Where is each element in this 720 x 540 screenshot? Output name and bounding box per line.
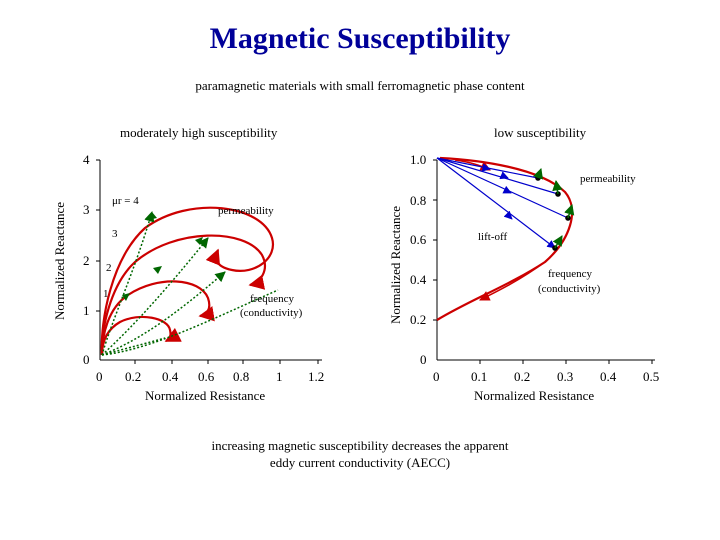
right-green-arrow-4 bbox=[533, 168, 543, 180]
curve-label-mu4: μr = 4 bbox=[112, 195, 139, 207]
right-x-tick-0: 0 bbox=[433, 369, 440, 384]
right-green-arrows bbox=[533, 168, 575, 249]
curve-mu3 bbox=[100, 234, 266, 356]
right-panel-heading: low susceptibility bbox=[494, 125, 587, 140]
right-green-arrow-1 bbox=[552, 235, 563, 249]
liftoff-arrow-3 bbox=[499, 171, 509, 180]
green-dotted-arrow-4 bbox=[101, 337, 166, 356]
left-permeability-label: permeability bbox=[218, 205, 274, 217]
left-y-tick-1: 1 bbox=[83, 303, 90, 318]
green-dotted-arrow-1 bbox=[101, 210, 155, 356]
green-arrow-head-1 bbox=[148, 212, 157, 220]
left-curves bbox=[100, 206, 275, 356]
left-y-tick-3: 3 bbox=[83, 202, 90, 217]
green-arrow-head-3 bbox=[153, 266, 162, 274]
left-frequency-label: frequency bbox=[250, 293, 294, 305]
left-green-solid-arrows bbox=[122, 212, 203, 301]
left-y-axis-label: Normalized Reactance bbox=[52, 201, 67, 320]
green-arrow-head-2 bbox=[195, 237, 203, 245]
curve-label-mu1: 1 bbox=[103, 288, 109, 300]
right-green-arrow-3 bbox=[552, 179, 563, 195]
right-frequency-label: frequency bbox=[548, 268, 592, 280]
right-x-axis-label: Normalized Resistance bbox=[474, 388, 595, 403]
right-frequency-arrow bbox=[479, 261, 546, 301]
left-panel-heading: moderately high susceptibility bbox=[120, 125, 278, 140]
slide-title: Magnetic Susceptibility bbox=[209, 22, 511, 55]
right-y-tick-0: 0 bbox=[420, 352, 427, 367]
liftoff-arrow-1 bbox=[503, 210, 513, 220]
green-dotted-arrow-3 bbox=[101, 271, 226, 356]
left-x-tick-6: 1.2 bbox=[308, 369, 325, 384]
right-y-tick-3: 0.6 bbox=[410, 232, 427, 247]
curve-mu1 bbox=[100, 315, 182, 356]
curve-label-mu2: 2 bbox=[106, 262, 112, 274]
bottom-caption: increasing magnetic susceptibility decre… bbox=[211, 438, 509, 470]
right-x-tick-2: 0.2 bbox=[514, 369, 531, 384]
right-y-axis-label: Normalized Reactance bbox=[388, 205, 403, 324]
right-permeability-label: permeability bbox=[580, 173, 636, 185]
right-y-tick-2: 0.4 bbox=[410, 272, 427, 287]
left-x-tick-4: 0.8 bbox=[233, 369, 250, 384]
right-conductivity-label: (conductivity) bbox=[538, 283, 601, 295]
liftoff-line-2 bbox=[436, 157, 569, 219]
liftoff-arrow-2 bbox=[502, 185, 512, 194]
curve-label-mu3: 3 bbox=[112, 228, 118, 240]
right-liftoff-label: lift-off bbox=[478, 231, 508, 243]
right-x-tick-1: 0.1 bbox=[471, 369, 488, 384]
left-x-tick-0: 0 bbox=[96, 369, 103, 384]
left-y-tick-0: 0 bbox=[83, 352, 90, 367]
left-conductivity-label: (conductivity) bbox=[240, 307, 303, 319]
left-x-tick-3: 0.6 bbox=[198, 369, 215, 384]
right-axes bbox=[433, 159, 655, 364]
left-x-tick-5: 1 bbox=[276, 369, 283, 384]
liftoff-arrow-4 bbox=[481, 163, 491, 172]
green-dotted-arrow-2 bbox=[101, 237, 209, 356]
right-x-tick-4: 0.4 bbox=[600, 369, 617, 384]
green-dotted-arrow-5 bbox=[101, 289, 279, 356]
liftoff-line-3 bbox=[436, 157, 559, 195]
liftoff-line-1 bbox=[436, 157, 556, 249]
left-axes bbox=[96, 159, 322, 364]
right-liftoff-lines bbox=[436, 157, 569, 249]
right-operating-points bbox=[535, 175, 571, 251]
left-y-tick-4: 4 bbox=[83, 152, 90, 167]
right-y-tick-5: 1.0 bbox=[410, 152, 427, 167]
right-green-arrow-2 bbox=[564, 203, 575, 219]
left-x-tick-2: 0.4 bbox=[162, 369, 179, 384]
right-y-tick-4: 0.8 bbox=[410, 193, 427, 208]
curve-mu4 bbox=[100, 206, 275, 356]
right-x-tick-3: 0.3 bbox=[557, 369, 574, 384]
right-y-tick-1: 0.2 bbox=[410, 312, 427, 327]
left-y-tick-2: 2 bbox=[83, 253, 90, 268]
left-x-tick-1: 0.2 bbox=[125, 369, 142, 384]
green-arrow-head-4 bbox=[122, 293, 130, 301]
left-x-axis-label: Normalized Resistance bbox=[145, 388, 266, 403]
slide-subtitle: paramagnetic materials with small ferrom… bbox=[195, 78, 525, 93]
right-x-tick-5: 0.5 bbox=[643, 369, 660, 384]
left-green-arrows bbox=[101, 210, 279, 356]
